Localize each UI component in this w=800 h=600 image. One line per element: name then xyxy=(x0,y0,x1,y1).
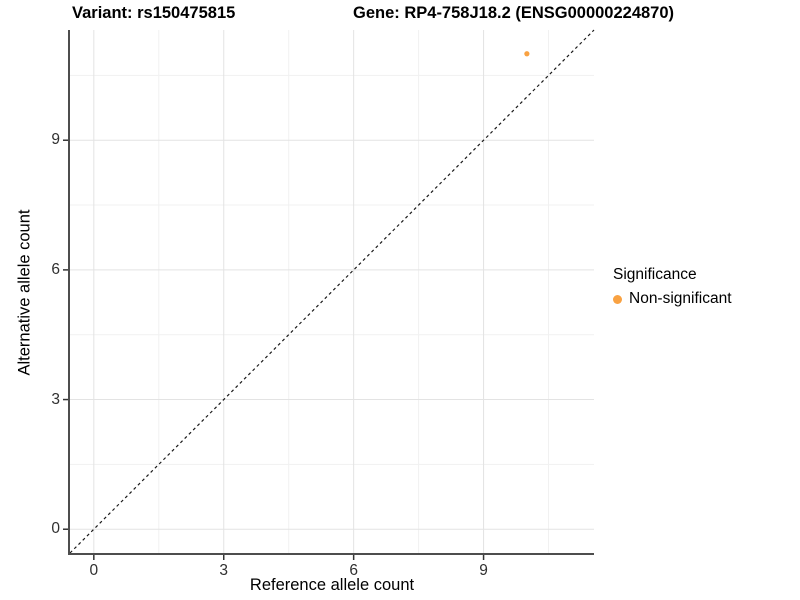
legend-point-icon xyxy=(613,294,622,304)
legend-entry-label: Non-significant xyxy=(629,290,732,307)
x-tick-label: 0 xyxy=(89,562,99,579)
y-tick-label: 9 xyxy=(51,131,60,149)
y-tick-label: 3 xyxy=(51,390,60,408)
data-point xyxy=(524,51,530,57)
plot-title-variant: Variant: rs150475815 xyxy=(72,4,236,22)
legend: Significance Non-significant xyxy=(613,266,732,308)
x-axis-title: Reference allele count xyxy=(249,576,415,594)
x-tick-label: 6 xyxy=(349,562,358,579)
x-tick-label: 9 xyxy=(479,562,488,579)
y-axis-title: Alternative allele count xyxy=(15,209,34,376)
legend-entry: Non-significant xyxy=(613,290,732,308)
identity-dashed-line xyxy=(69,29,595,554)
y-tick-label: 6 xyxy=(51,260,60,278)
legend-title: Significance xyxy=(613,266,697,283)
plot-title-gene: Gene: RP4-758J18.2 (ENSG00000224870) xyxy=(353,4,675,22)
y-tick-label: 0 xyxy=(51,520,60,538)
x-tick-label: 3 xyxy=(219,562,229,579)
